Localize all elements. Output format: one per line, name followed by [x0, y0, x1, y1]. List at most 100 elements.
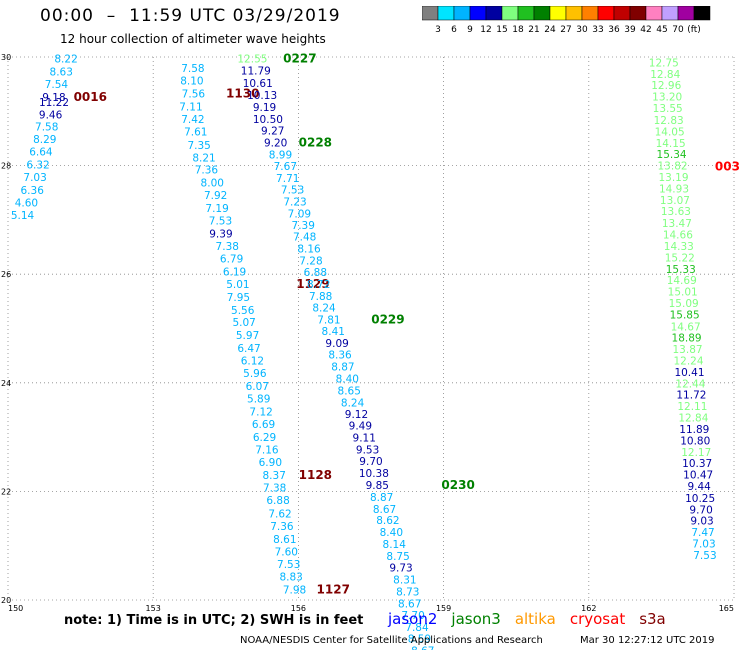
colorbar-label: 9: [467, 25, 473, 35]
colorbar-label: 36: [608, 25, 620, 35]
wave-height-label: 12.17: [681, 447, 711, 459]
wave-height-label: 10.47: [683, 470, 713, 482]
wave-height-label: 9.09: [325, 338, 348, 350]
wave-height-label: 10.61: [243, 78, 273, 90]
wave-height-label: 9.11: [353, 433, 376, 445]
wave-height-label: 8.59: [408, 634, 431, 646]
wave-height-label: 7.53: [277, 559, 300, 571]
wave-height-label: 5.97: [236, 330, 259, 342]
wave-height-label: 8.24: [341, 397, 365, 409]
wave-height-label: 6.12: [241, 356, 264, 368]
colorbar-label: 42: [640, 25, 651, 35]
x-tick-label: 150: [8, 604, 23, 613]
wave-height-label: 15.34: [657, 149, 687, 161]
wave-height-label: 5.01: [226, 279, 249, 291]
time-label: 1129: [296, 277, 329, 291]
footnote: note: 1) Time is in UTC; 2) SWH is in fe…: [64, 613, 364, 628]
colorbar-label: (ft): [687, 25, 701, 35]
wave-height-label: 9.70: [359, 456, 382, 468]
wave-height-label: 12.55: [237, 54, 267, 66]
wave-height-label: 5.14: [11, 210, 35, 222]
wave-height-label: 8.41: [322, 326, 345, 338]
track-jason3: 12.5511.7910.6110.139.1910.509.279.208.9…: [237, 52, 474, 650]
wave-height-label: 11.79: [241, 66, 271, 78]
wave-height-label: 7.92: [204, 190, 227, 202]
timestamp-text: Mar 30 12:27:12 UTC 2019: [580, 635, 715, 646]
wave-height-label: 9.19: [253, 102, 276, 114]
colorbar-label: 27: [560, 25, 571, 35]
time-label: 0036: [715, 160, 740, 174]
wave-height-label: 8.65: [338, 385, 361, 397]
legend-altika: altika: [514, 610, 556, 628]
wave-height-label: 7.88: [309, 291, 332, 303]
wave-height-label: 8.72: [307, 279, 330, 291]
time-label: 1127: [317, 583, 350, 597]
wave-height-label: 8.73: [396, 586, 419, 598]
wave-height-label: 12.44: [675, 378, 705, 390]
wave-height-label: 7.28: [299, 256, 322, 268]
y-tick-label: 28: [1, 162, 11, 171]
wave-height-label: 15.33: [666, 264, 696, 276]
wave-height-label: 7.12: [249, 407, 272, 419]
wave-height-label: 5.07: [232, 317, 255, 329]
wave-height-label: 7.48: [293, 232, 316, 244]
colorbar-label: 15: [496, 25, 507, 35]
track-jason3: 12.7512.8412.9613.2013.5512.8314.0514.15…: [649, 57, 740, 562]
x-tick-label: 153: [146, 604, 161, 613]
wave-height-label: 7.03: [692, 539, 715, 551]
wave-height-label: 14.69: [667, 275, 697, 287]
wave-height-label: 13.20: [652, 92, 682, 104]
wave-height-label: 14.66: [663, 230, 693, 242]
wave-height-label: 13.82: [658, 161, 688, 173]
wave-height-label: 7.58: [181, 63, 204, 75]
colorbar-swatch: [693, 6, 711, 21]
chart-title: 00:00 – 11:59 UTC 03/29/2019: [40, 6, 341, 26]
colorbar-label: 21: [528, 25, 539, 35]
wave-height-label: 6.07: [246, 381, 269, 393]
x-tick-label: 159: [436, 604, 451, 613]
wave-height-label: 10.50: [253, 114, 283, 126]
wave-height-label: 7.39: [292, 220, 315, 232]
wave-height-label: 15.01: [668, 287, 698, 299]
wave-height-label: 7.56: [182, 88, 206, 100]
x-tick-label: 156: [291, 604, 306, 613]
wave-height-label: 6.36: [21, 185, 45, 197]
color-scale-bar: 3 6 9 12 15 18 21 24 27 30 33 36 39 42 45 70 (ft): [422, 6, 711, 35]
wave-height-label: 10.13: [247, 90, 277, 102]
wave-height-label: 6.88: [304, 267, 327, 279]
chart-subtitle: 12 hour collection of altimeter wave hei…: [60, 32, 326, 46]
wave-height-label: 14.93: [659, 183, 689, 195]
legend-s3a: s3a: [639, 610, 666, 628]
wave-height-label: 7.53: [693, 550, 716, 562]
wave-height-label: 11.89: [679, 424, 709, 436]
colorbar-label: 3: [435, 25, 441, 35]
wave-height-label: 7.58: [35, 122, 58, 134]
wave-height-label: 9.12: [345, 409, 368, 421]
colorbar-label: 45: [656, 25, 667, 35]
wave-height-label: 8.67: [411, 645, 434, 650]
wave-height-label: 8.10: [180, 75, 203, 87]
y-tick-label: 20: [1, 596, 11, 605]
wave-height-label: 8.22: [54, 54, 77, 66]
colorbar-label: 12: [480, 25, 491, 35]
wave-height-label: 9.73: [389, 562, 412, 574]
y-tick-label: 24: [1, 379, 11, 388]
colorbar-label: 70: [672, 25, 684, 35]
wave-height-label: 8.40: [380, 527, 403, 539]
wave-height-label: 6.64: [29, 146, 53, 158]
wave-height-label: 7.23: [283, 196, 306, 208]
wave-height-label: 6.69: [252, 419, 275, 431]
wave-height-label: 9.85: [366, 480, 389, 492]
colorbar-label: 24: [544, 25, 556, 35]
wave-height-label: 7.70: [401, 610, 424, 622]
wave-height-label: 5.56: [231, 305, 255, 317]
wave-height-label: 9.20: [264, 137, 287, 149]
wave-height-label: 13.63: [661, 206, 691, 218]
time-label: 0228: [299, 135, 332, 149]
wave-height-label: 9.44: [687, 481, 711, 493]
wave-height-label: 7.98: [283, 585, 306, 597]
wave-height-label: 5.96: [243, 368, 267, 380]
wave-height-label: 7.95: [227, 292, 250, 304]
